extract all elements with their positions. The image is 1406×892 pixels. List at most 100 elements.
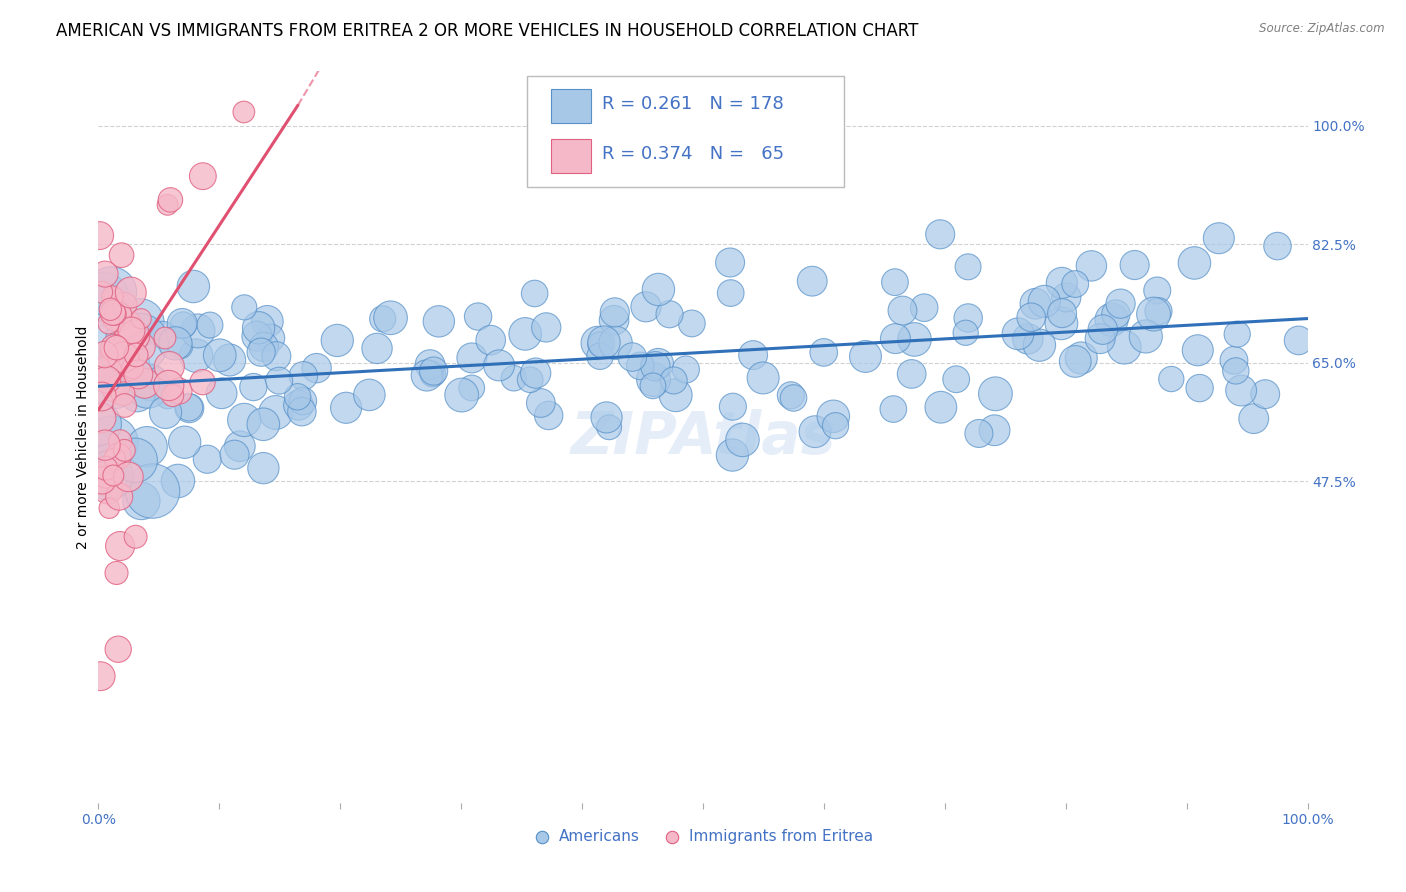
Point xyxy=(855,350,877,364)
Point xyxy=(103,341,125,355)
Point xyxy=(1019,310,1042,325)
Point xyxy=(416,368,439,383)
Point xyxy=(269,374,291,388)
Point xyxy=(782,391,804,405)
Point xyxy=(1123,258,1146,272)
Point xyxy=(721,400,744,414)
Point xyxy=(101,289,124,303)
Point xyxy=(141,484,163,499)
Point xyxy=(461,351,484,365)
Point xyxy=(530,396,553,410)
Point xyxy=(127,387,149,401)
Point xyxy=(1223,353,1246,368)
Point xyxy=(1054,290,1077,304)
Point xyxy=(94,438,117,452)
Point xyxy=(524,366,547,380)
Point xyxy=(100,435,122,450)
Point xyxy=(157,378,180,392)
Point xyxy=(595,410,617,425)
Point xyxy=(108,539,131,553)
Point xyxy=(957,260,980,274)
Point xyxy=(107,642,129,657)
Point xyxy=(305,361,328,376)
Point xyxy=(929,401,952,415)
Point xyxy=(173,435,195,450)
Point xyxy=(621,350,644,364)
Point xyxy=(603,313,626,327)
Point xyxy=(287,390,309,404)
Point xyxy=(291,394,314,409)
Point xyxy=(114,298,136,312)
Point xyxy=(179,401,201,416)
Point xyxy=(110,248,132,262)
Point xyxy=(1243,411,1265,425)
Point xyxy=(111,357,134,371)
Point xyxy=(233,301,256,315)
Point xyxy=(598,420,620,434)
Point xyxy=(1024,296,1046,310)
Point xyxy=(155,405,177,419)
Point xyxy=(112,330,135,344)
Point xyxy=(159,193,181,207)
Point xyxy=(218,353,240,368)
Point xyxy=(129,311,152,326)
Point xyxy=(136,440,159,454)
Point xyxy=(191,375,214,389)
Point xyxy=(1101,312,1123,326)
Point xyxy=(1109,296,1132,310)
Point xyxy=(1184,256,1206,270)
Point xyxy=(97,468,120,483)
Point xyxy=(515,326,537,341)
Point xyxy=(152,328,174,343)
Point xyxy=(929,227,952,242)
Point xyxy=(127,368,149,382)
Point xyxy=(731,433,754,447)
Point xyxy=(103,291,125,305)
Point xyxy=(605,335,627,350)
Point xyxy=(752,371,775,385)
Point xyxy=(104,451,127,466)
Point xyxy=(1070,351,1092,365)
Point xyxy=(884,275,907,289)
Point xyxy=(124,328,146,343)
Point xyxy=(120,324,142,338)
Point xyxy=(292,368,315,383)
Point xyxy=(1007,326,1029,341)
Point xyxy=(117,330,139,344)
Point xyxy=(232,105,254,120)
Point xyxy=(647,283,669,297)
Point xyxy=(823,409,845,424)
Point xyxy=(129,316,152,330)
Point xyxy=(1017,332,1039,346)
Point xyxy=(247,320,270,334)
Point xyxy=(955,326,977,340)
Point xyxy=(1146,284,1168,298)
Point xyxy=(537,409,560,423)
Point xyxy=(167,474,190,488)
Point xyxy=(103,468,125,483)
Point xyxy=(187,324,209,338)
Point xyxy=(1064,354,1087,368)
Point xyxy=(589,349,612,363)
Point xyxy=(1230,384,1253,398)
Text: AMERICAN VS IMMIGRANTS FROM ERITREA 2 OR MORE VEHICLES IN HOUSEHOLD CORRELATION : AMERICAN VS IMMIGRANTS FROM ERITREA 2 OR… xyxy=(56,22,918,40)
Point xyxy=(208,348,231,362)
Point xyxy=(156,390,179,404)
Point xyxy=(90,411,112,425)
Point xyxy=(136,379,159,393)
Text: R = 0.374   N =   65: R = 0.374 N = 65 xyxy=(602,145,785,163)
Point xyxy=(422,367,444,381)
Point xyxy=(97,316,120,330)
Point xyxy=(91,474,114,488)
Point xyxy=(165,336,187,351)
Point xyxy=(105,566,128,580)
Point xyxy=(461,381,484,395)
Point xyxy=(900,367,922,381)
Point xyxy=(479,333,502,347)
Point xyxy=(1226,327,1249,342)
Point xyxy=(1028,338,1050,352)
Point xyxy=(96,364,118,378)
Point xyxy=(287,398,309,412)
Point xyxy=(89,417,111,432)
Point xyxy=(103,384,125,398)
